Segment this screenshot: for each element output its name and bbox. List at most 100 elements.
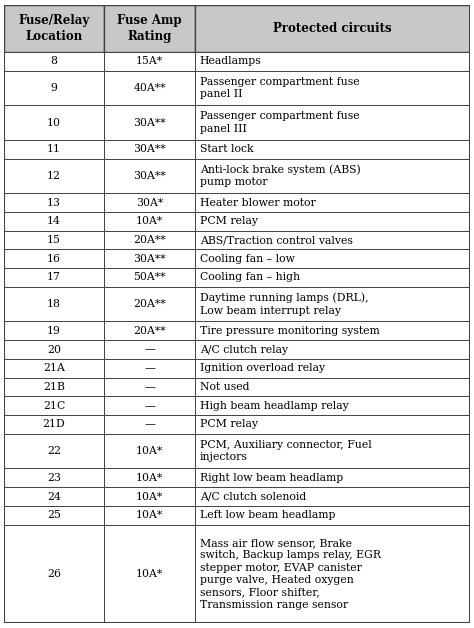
Text: Not used: Not used (200, 382, 249, 392)
Bar (195, 287, 470, 322)
Text: 10A*: 10A* (136, 569, 163, 579)
Bar (4, 52, 104, 70)
Text: 16: 16 (47, 254, 61, 264)
Bar (195, 322, 470, 340)
Bar (4, 377, 104, 396)
Bar (195, 434, 470, 468)
Text: 40A**: 40A** (133, 83, 166, 93)
Text: Heater blower motor: Heater blower motor (200, 198, 315, 208)
Bar (104, 230, 195, 249)
Bar (4, 230, 104, 249)
Text: 30A**: 30A** (133, 171, 166, 181)
Text: 24: 24 (47, 492, 61, 502)
Text: —: — (144, 345, 155, 355)
Bar (195, 268, 470, 287)
Bar (195, 193, 470, 212)
Text: Headlamps: Headlamps (200, 56, 262, 66)
Text: Mass air flow sensor, Brake
switch, Backup lamps relay, EGR
stepper motor, EVAP : Mass air flow sensor, Brake switch, Back… (200, 538, 381, 610)
Bar (104, 434, 195, 468)
Text: 30A**: 30A** (133, 144, 166, 154)
Text: 10A*: 10A* (136, 446, 163, 456)
Bar (195, 230, 470, 249)
Bar (4, 359, 104, 377)
Text: Right low beam headlamp: Right low beam headlamp (200, 473, 343, 483)
Text: A/C clutch solenoid: A/C clutch solenoid (200, 492, 306, 502)
Text: 10A*: 10A* (136, 511, 163, 521)
Bar (104, 268, 195, 287)
Text: 10A*: 10A* (136, 492, 163, 502)
Bar (104, 524, 195, 623)
Text: Fuse/Relay
Location: Fuse/Relay Location (18, 14, 90, 43)
Bar (4, 287, 104, 322)
Bar (4, 106, 104, 140)
Text: ABS/Traction control valves: ABS/Traction control valves (200, 235, 353, 245)
Text: Start lock: Start lock (200, 144, 253, 154)
Bar (4, 249, 104, 268)
Text: 15A*: 15A* (136, 56, 163, 66)
Bar (195, 340, 470, 359)
Text: A/C clutch relay: A/C clutch relay (200, 345, 288, 355)
Bar (104, 159, 195, 193)
Bar (4, 340, 104, 359)
Bar (195, 70, 470, 106)
Text: Tire pressure monitoring system: Tire pressure monitoring system (200, 326, 379, 336)
Text: Passenger compartment fuse
panel III: Passenger compartment fuse panel III (200, 111, 359, 134)
Bar (104, 322, 195, 340)
Bar (195, 106, 470, 140)
Bar (104, 106, 195, 140)
Bar (195, 52, 470, 70)
Bar (195, 377, 470, 396)
Text: —: — (144, 401, 155, 411)
Bar (104, 415, 195, 434)
Bar (4, 487, 104, 506)
Text: 21B: 21B (43, 382, 65, 392)
Text: 22: 22 (47, 446, 61, 456)
Text: 13: 13 (47, 198, 61, 208)
Bar (195, 359, 470, 377)
Bar (4, 506, 104, 524)
Text: 21A: 21A (43, 364, 65, 373)
Bar (104, 487, 195, 506)
Text: Anti-lock brake system (ABS)
pump motor: Anti-lock brake system (ABS) pump motor (200, 165, 360, 187)
Bar (195, 415, 470, 434)
Bar (195, 159, 470, 193)
Text: Fuse Amp
Rating: Fuse Amp Rating (117, 14, 182, 43)
Text: 26: 26 (47, 569, 61, 579)
Text: 18: 18 (47, 299, 61, 309)
Bar (104, 468, 195, 487)
Text: 50A**: 50A** (133, 273, 166, 283)
Text: Cooling fan – low: Cooling fan – low (200, 254, 294, 264)
Bar (4, 212, 104, 230)
Bar (4, 5, 104, 52)
Text: 9: 9 (51, 83, 57, 93)
Bar (104, 193, 195, 212)
Bar (104, 506, 195, 524)
Bar (104, 340, 195, 359)
Text: 10A*: 10A* (136, 216, 163, 226)
Bar (4, 70, 104, 106)
Text: Passenger compartment fuse
panel II: Passenger compartment fuse panel II (200, 77, 359, 99)
Text: PCM relay: PCM relay (200, 420, 258, 430)
Bar (104, 140, 195, 159)
Text: High beam headlamp relay: High beam headlamp relay (200, 401, 348, 411)
Bar (195, 487, 470, 506)
Bar (195, 396, 470, 415)
Bar (4, 140, 104, 159)
Text: 30A*: 30A* (136, 198, 163, 208)
Text: 21C: 21C (43, 401, 65, 411)
Text: Daytime running lamps (DRL),
Low beam interrupt relay: Daytime running lamps (DRL), Low beam in… (200, 293, 368, 316)
Text: 14: 14 (47, 216, 61, 226)
Bar (195, 468, 470, 487)
Bar (4, 415, 104, 434)
Bar (4, 159, 104, 193)
Text: —: — (144, 382, 155, 392)
Bar (4, 322, 104, 340)
Text: 11: 11 (47, 144, 61, 154)
Text: Left low beam headlamp: Left low beam headlamp (200, 511, 335, 521)
Text: Cooling fan – high: Cooling fan – high (200, 273, 300, 283)
Text: 20A**: 20A** (133, 326, 166, 336)
Text: —: — (144, 420, 155, 430)
Bar (104, 249, 195, 268)
Text: 30A**: 30A** (133, 254, 166, 264)
Text: PCM, Auxiliary connector, Fuel
injectors: PCM, Auxiliary connector, Fuel injectors (200, 440, 372, 462)
